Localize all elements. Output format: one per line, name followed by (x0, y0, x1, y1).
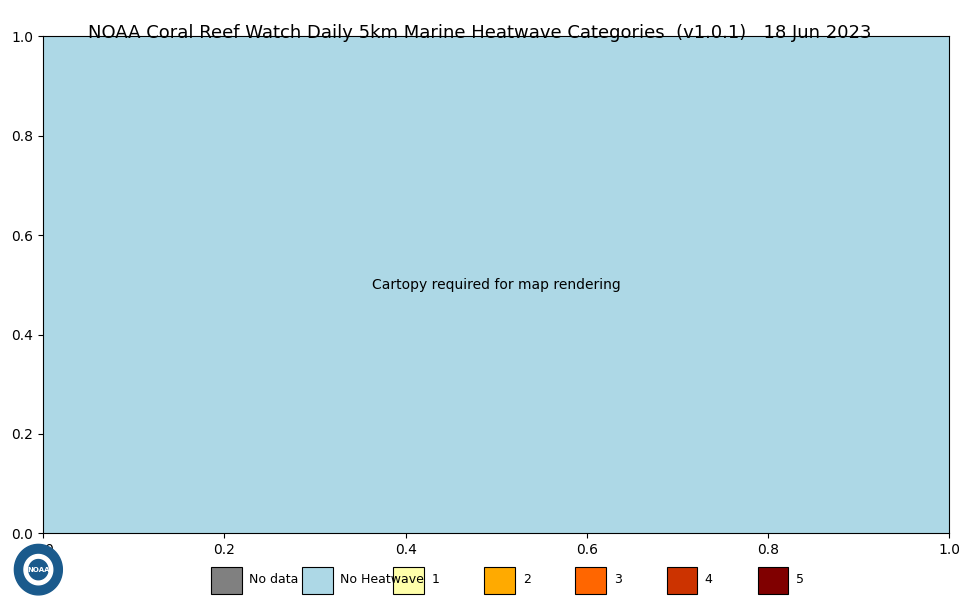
Text: No Heatwave: No Heatwave (340, 573, 424, 587)
Text: 1: 1 (432, 573, 439, 587)
Text: 2: 2 (523, 573, 530, 587)
Text: 4: 4 (705, 573, 713, 587)
Text: NOAA: NOAA (27, 567, 50, 573)
Polygon shape (14, 544, 62, 595)
Text: 5: 5 (796, 573, 804, 587)
Text: NOAA Coral Reef Watch Daily 5km Marine Heatwave Categories  (v1.0.1)   18 Jun 20: NOAA Coral Reef Watch Daily 5km Marine H… (88, 24, 871, 42)
Polygon shape (29, 559, 48, 580)
Text: Cartopy required for map rendering: Cartopy required for map rendering (372, 278, 620, 292)
Polygon shape (24, 554, 53, 585)
Text: No data: No data (249, 573, 298, 587)
Text: 3: 3 (614, 573, 621, 587)
